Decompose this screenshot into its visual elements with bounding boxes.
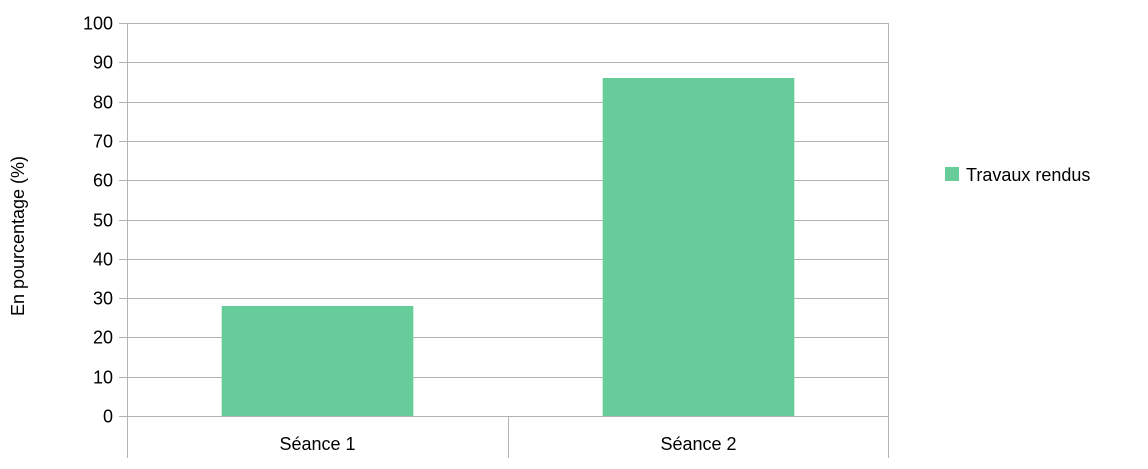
y-tick-label: 80 bbox=[93, 93, 113, 113]
y-tick-label: 30 bbox=[93, 289, 113, 309]
x-tick-label: Séance 2 bbox=[660, 434, 736, 454]
y-tick-label: 10 bbox=[93, 368, 113, 388]
x-tick-label: Séance 1 bbox=[279, 434, 355, 454]
bar bbox=[221, 305, 414, 416]
y-tick-label: 50 bbox=[93, 211, 113, 231]
x-tick-labels: Séance 1 Séance 2 bbox=[279, 434, 736, 454]
y-tick-label: 90 bbox=[93, 53, 113, 73]
axes bbox=[119, 23, 889, 458]
y-tick-label: 70 bbox=[93, 132, 113, 152]
legend-swatch bbox=[945, 167, 959, 181]
legend: Travaux rendus bbox=[945, 165, 1090, 185]
y-tick-label: 40 bbox=[93, 250, 113, 270]
bars bbox=[221, 78, 795, 417]
y-tick-label: 0 bbox=[103, 407, 113, 427]
bar bbox=[602, 78, 795, 417]
y-tick-label: 100 bbox=[83, 14, 113, 34]
y-tick-labels: 0 10 20 30 40 50 60 70 80 90 100 bbox=[83, 14, 113, 427]
y-tick-label: 60 bbox=[93, 171, 113, 191]
legend-label: Travaux rendus bbox=[966, 165, 1090, 185]
y-tick-label: 20 bbox=[93, 328, 113, 348]
y-axis-title: En pourcentage (%) bbox=[8, 156, 28, 316]
